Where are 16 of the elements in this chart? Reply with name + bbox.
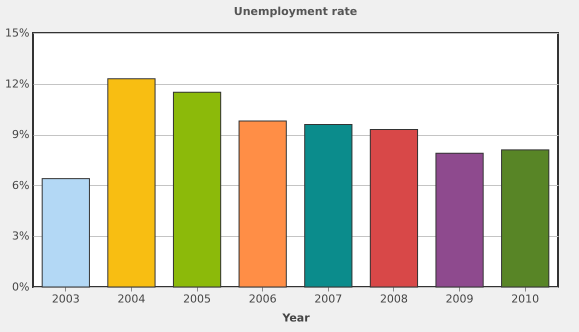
- x-tick-label: 2008: [380, 292, 408, 306]
- chart-title: Unemployment rate: [234, 5, 358, 18]
- x-tick-label: 2003: [52, 292, 80, 306]
- x-tick-label: 2007: [314, 292, 342, 306]
- x-tick-label: 2006: [248, 292, 277, 306]
- y-tick-label: 12%: [5, 77, 30, 90]
- y-tick-label: 15%: [5, 26, 30, 40]
- x-tick-label: 2010: [511, 292, 540, 306]
- y-tick-label: 3%: [12, 230, 30, 243]
- y-tick-label: 6%: [12, 178, 30, 192]
- x-tick-label: 2009: [446, 292, 474, 306]
- y-tick-label: 0%: [12, 280, 30, 294]
- x-tick-label: 2004: [117, 292, 146, 306]
- y-tick-label: 9%: [12, 128, 30, 142]
- x-axis-title: Year: [281, 312, 310, 324]
- x-tick-label: 2005: [183, 292, 212, 306]
